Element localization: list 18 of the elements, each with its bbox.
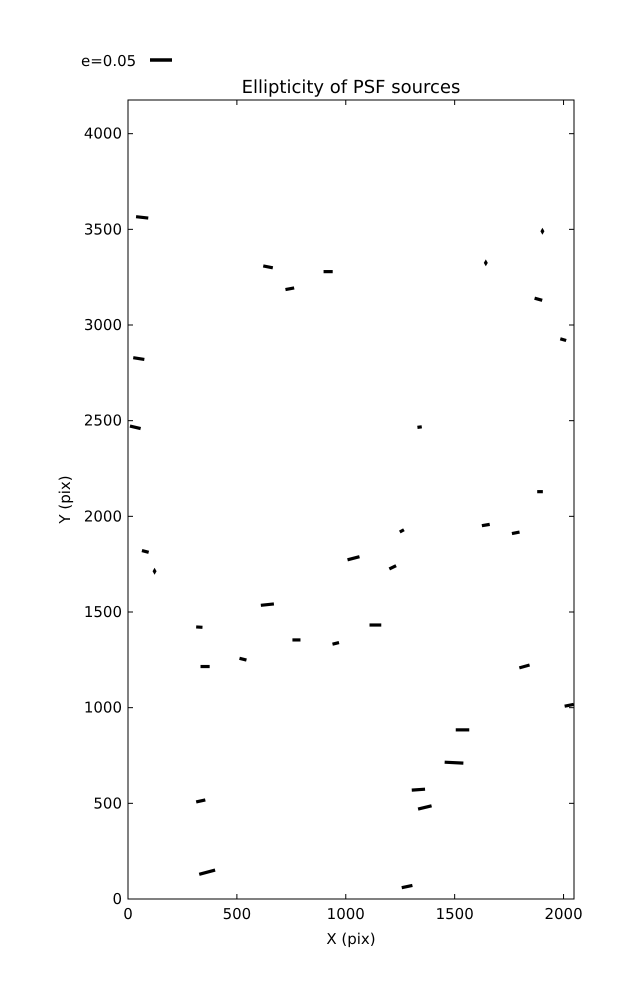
y-tick-label: 0: [112, 890, 122, 908]
x-axis-title: X (pix): [326, 930, 376, 948]
y-axis-title: Y (pix): [56, 475, 74, 525]
x-tick-label: 2000: [544, 905, 583, 923]
y-tick-label: 3000: [84, 316, 122, 334]
y-tick-label: 1000: [84, 698, 122, 717]
x-tick-label: 0: [123, 905, 133, 923]
y-tick-label: 1500: [84, 603, 122, 622]
y-tick-label: 3500: [84, 220, 122, 238]
y-tick-label: 4000: [84, 124, 122, 143]
chart-title: Ellipticity of PSF sources: [242, 77, 460, 98]
y-tick-label: 2000: [84, 507, 122, 526]
x-tick-label: 1000: [326, 905, 365, 923]
y-tick-label: 2500: [84, 412, 122, 430]
text: e=0.05: [81, 52, 136, 70]
x-tick-label: 500: [222, 905, 252, 923]
y-tick-label: 500: [93, 794, 122, 812]
x-tick-label: 1500: [436, 905, 474, 923]
